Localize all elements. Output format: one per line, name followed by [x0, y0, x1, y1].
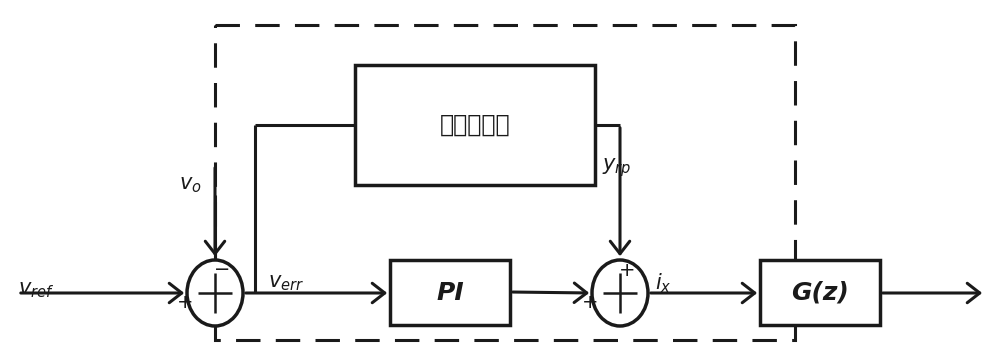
Ellipse shape [592, 260, 648, 326]
Text: +: + [177, 292, 193, 312]
Text: $v_{err}$: $v_{err}$ [268, 273, 304, 293]
Bar [215, 25, 795, 340]
Text: +: + [619, 261, 635, 279]
Text: −: − [214, 261, 230, 279]
Text: $v_{ref}$: $v_{ref}$ [18, 280, 54, 300]
Text: G(z): G(z) [791, 280, 849, 304]
Ellipse shape [187, 260, 243, 326]
Text: $y_{rp}$: $y_{rp}$ [602, 157, 631, 179]
Text: $v_o$: $v_o$ [179, 175, 201, 195]
Bar [355, 65, 595, 185]
Bar [390, 260, 510, 325]
Text: PI: PI [436, 280, 464, 304]
Text: 重复控制器: 重复控制器 [440, 113, 510, 137]
Bar [760, 260, 880, 325]
Text: +: + [582, 292, 598, 312]
Text: $i_x$: $i_x$ [655, 271, 672, 295]
